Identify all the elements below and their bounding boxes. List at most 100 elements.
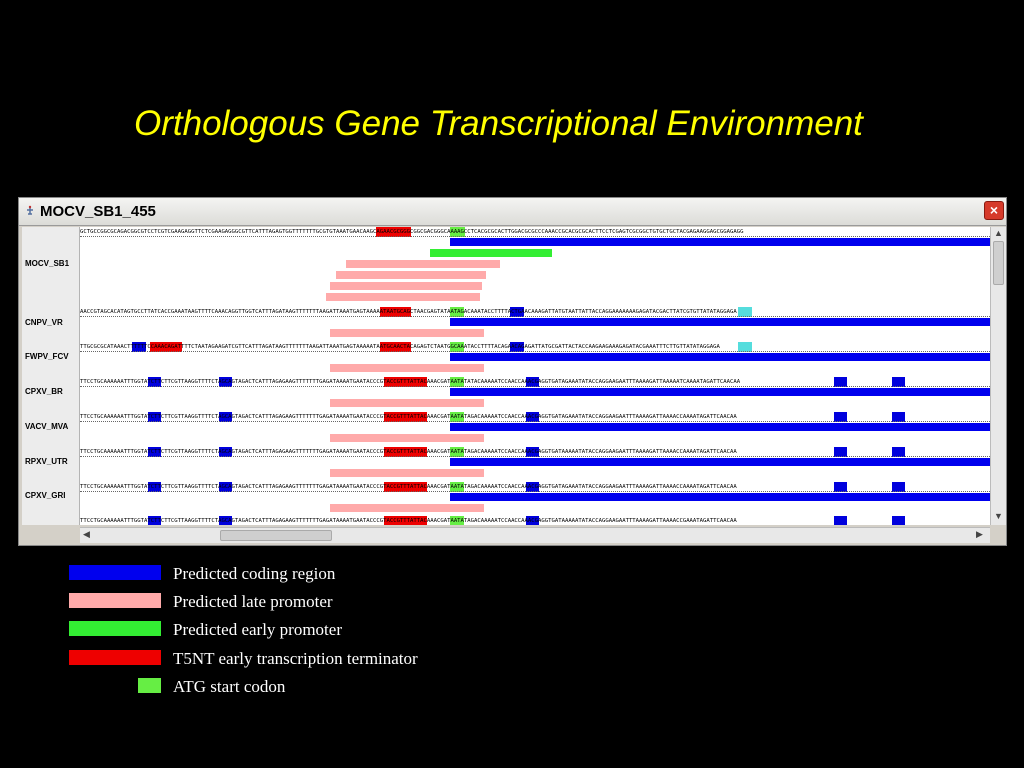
motif-highlight (834, 377, 847, 387)
motif-highlight (892, 412, 905, 422)
terminator-highlight (376, 227, 411, 237)
atg-highlight (450, 227, 465, 237)
coding-region-bar (450, 458, 990, 466)
motif-highlight (834, 516, 847, 525)
motif-highlight (892, 482, 905, 492)
alt-atg-highlight (738, 307, 752, 317)
motif-highlight (148, 516, 161, 525)
legend-swatch-coding (69, 565, 161, 580)
motif-highlight (219, 447, 232, 457)
atg-highlight (450, 377, 464, 387)
early-promoter-bar (430, 249, 552, 257)
legend-label: ATG start codon (173, 677, 286, 696)
coding-region-bar (450, 353, 990, 361)
late-promoter-bar (336, 271, 486, 279)
terminator-highlight (384, 377, 427, 387)
motif-highlight (892, 447, 905, 457)
motif-highlight (510, 342, 524, 352)
motif-highlight (132, 342, 146, 352)
late-promoter-bar (330, 329, 484, 337)
scroll-left-icon[interactable]: ◀ (83, 529, 90, 539)
terminator-highlight (384, 482, 427, 492)
sequence-line: TTCCTGCAAAAAATTTGGTATCTTCTTCGTTAAGGTTTTC… (80, 447, 990, 457)
legend-label: Predicted late promoter (173, 592, 333, 611)
atg-highlight (450, 412, 464, 422)
atg-highlight (450, 516, 464, 525)
legend-swatch-terminator (69, 650, 161, 665)
track-label: MOCV_SB1 (25, 259, 70, 268)
motif-highlight (148, 482, 161, 492)
legend-swatch-atg (138, 678, 161, 693)
late-promoter-bar (330, 504, 484, 512)
atg-highlight (450, 482, 464, 492)
motif-highlight (526, 412, 539, 422)
terminator-highlight (384, 447, 427, 457)
sequence-line: AACCGTAGCACATAGTGCCTTATCACCGAAATAAGTTTTC… (80, 307, 990, 317)
track-label: CPXV_BR (25, 387, 63, 396)
motif-highlight (510, 307, 524, 317)
track-label: RPXV_UTR (25, 457, 68, 466)
motif-highlight (892, 516, 905, 525)
coding-region-bar (450, 318, 990, 326)
motif-highlight (892, 377, 905, 387)
late-promoter-bar (330, 399, 484, 407)
late-promoter-bar (330, 282, 482, 290)
alt-atg-highlight (738, 342, 752, 352)
coding-region-bar (450, 238, 990, 246)
sequence-line: TTCCTGCAAAAAATTTGGTATCTTCTTCGTTAAGGTTTTC… (80, 377, 990, 387)
late-promoter-bar (326, 293, 480, 301)
motif-highlight (834, 482, 847, 492)
atg-highlight (450, 447, 464, 457)
scroll-up-icon[interactable]: ▲ (994, 228, 1003, 238)
scroll-down-icon[interactable]: ▼ (994, 511, 1003, 521)
horizontal-scroll-thumb[interactable] (220, 530, 332, 541)
app-icon (27, 205, 33, 215)
terminator-highlight (380, 307, 411, 317)
motif-highlight (834, 447, 847, 457)
late-promoter-bar (330, 364, 484, 372)
motif-highlight (526, 516, 539, 525)
legend-swatch-late-promoter (69, 593, 161, 608)
terminator-highlight (384, 412, 427, 422)
track-label-column: MOCV_SB1 CNPV_VR FWPV_FCV CPXV_BR VACV_M… (22, 227, 80, 525)
track-label: VACV_MVA (25, 422, 69, 431)
late-promoter-bar (346, 260, 500, 268)
window-title: MOCV_SB1_455 (40, 203, 156, 220)
motif-highlight (219, 482, 232, 492)
motif-highlight (148, 447, 161, 457)
track-label: CNPV_VR (25, 318, 63, 327)
window-titlebar[interactable]: MOCV_SB1_455 × (19, 198, 1006, 226)
coding-region-bar (450, 493, 990, 501)
sequence-pane[interactable]: GCTGCCGGCGCAGACGGCGTCCTCGTCGAAGAGGTTCTCG… (80, 227, 990, 525)
atg-highlight (450, 307, 464, 317)
scroll-right-icon[interactable]: ▶ (976, 529, 983, 539)
sequence-line: GCTGCCGGCGCAGACGGCGTCCTCGTCGAAGAGGTTCTCG… (80, 227, 990, 237)
terminator-highlight (380, 342, 411, 352)
motif-highlight (148, 377, 161, 387)
track-label: FWPV_FCV (25, 352, 69, 361)
horizontal-scrollbar[interactable]: ◀ ▶ (80, 527, 990, 543)
sequence-line: TTCCTGCAAAAAATTTGGTATCTTCTTCGTTAAGGTTTTC… (80, 516, 990, 525)
slide-title: Orthologous Gene Transcriptional Environ… (134, 104, 863, 143)
motif-highlight (219, 516, 232, 525)
vertical-scroll-thumb[interactable] (993, 241, 1004, 285)
motif-highlight (526, 377, 539, 387)
coding-region-bar (450, 423, 990, 431)
terminator-highlight (384, 516, 427, 525)
track-label: CPXV_GRI (25, 491, 66, 500)
motif-highlight (148, 412, 161, 422)
vertical-scrollbar[interactable]: ▲ ▼ (990, 227, 1006, 525)
sequence-line: TTGCGCGCATAAACTTTTTTCCAAACAGATTTTCTAATAG… (80, 342, 990, 352)
motif-highlight (219, 377, 232, 387)
terminator-highlight (150, 342, 182, 352)
legend-label: T5NT early transcription terminator (173, 649, 418, 668)
coding-region-bar (450, 388, 990, 396)
sequence-line: TTCCTGCAAAAAATTTGGTATCTTCTTCGTTAAGGTTTTC… (80, 412, 990, 422)
close-button[interactable]: × (984, 201, 1004, 220)
late-promoter-bar (330, 434, 484, 442)
motif-highlight (834, 412, 847, 422)
motif-highlight (526, 482, 539, 492)
legend-label: Predicted coding region (173, 564, 336, 583)
late-promoter-bar (330, 469, 484, 477)
legend-swatch-early-promoter (69, 621, 161, 636)
